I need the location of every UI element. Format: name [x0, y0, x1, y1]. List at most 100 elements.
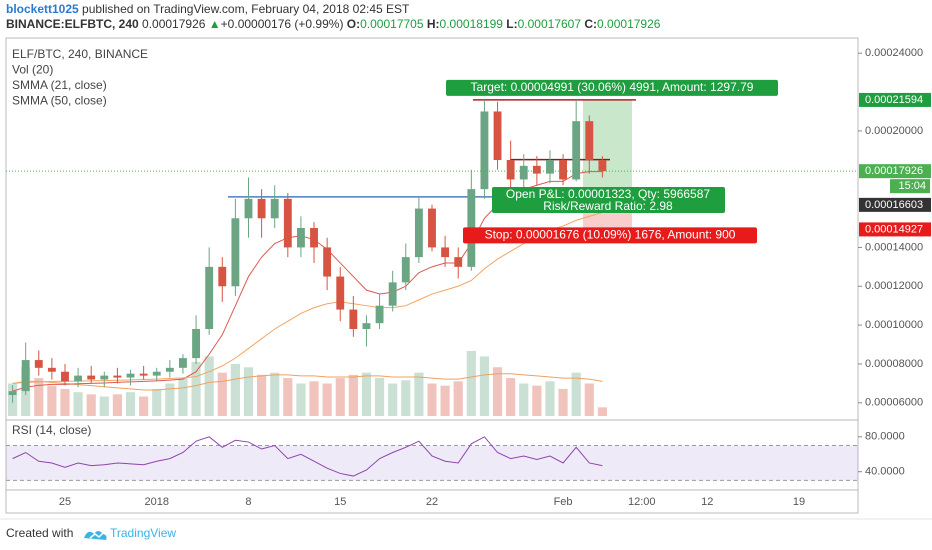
- candle-body: [506, 160, 515, 180]
- volume-bar: [453, 381, 463, 416]
- volume-bar: [361, 372, 372, 416]
- last: 0.00017926: [142, 17, 206, 31]
- candle: [218, 257, 227, 302]
- candle: [139, 365, 148, 380]
- y-tick-label: 0.00008000: [865, 358, 923, 370]
- candle-body: [388, 282, 397, 306]
- volume-bar: [348, 374, 358, 416]
- legend-entry: Vol (20): [12, 63, 53, 77]
- candle-body: [519, 165, 528, 180]
- candle-body: [349, 309, 358, 329]
- volume-bar: [401, 380, 411, 416]
- candle: [179, 354, 187, 374]
- x-tick-label: 15: [334, 496, 346, 508]
- candle-body: [270, 198, 279, 219]
- volume-bar: [283, 378, 293, 416]
- candle-body: [598, 160, 607, 172]
- x-tick-label: 12: [701, 496, 713, 508]
- candle-body: [100, 375, 109, 380]
- candle-body: [205, 266, 214, 329]
- volume-ma: [12, 373, 603, 391]
- candle-body: [493, 111, 502, 161]
- x-tick-label: 12:00: [628, 496, 656, 508]
- candle: [336, 266, 345, 322]
- volume-bar: [440, 385, 450, 416]
- candle: [546, 150, 554, 184]
- smma-line: [12, 211, 603, 384]
- candle: [100, 371, 109, 388]
- volume-bar: [584, 383, 594, 416]
- candle-body: [34, 360, 43, 368]
- candle: [375, 294, 384, 329]
- quote-line: BINANCE:ELFBTC, 240 0.00017926 ▲+0.00000…: [6, 17, 660, 32]
- candle-body: [283, 198, 292, 248]
- price-label: 0.00021594: [865, 94, 923, 106]
- candle: [532, 156, 541, 186]
- candle: [480, 99, 489, 199]
- candle: [74, 367, 83, 388]
- footer-created: Created with: [6, 526, 73, 540]
- x-tick-label: 25: [59, 496, 71, 508]
- target-label: Target: 0.00004991 (30.06%) 4991, Amount…: [471, 80, 754, 94]
- c-label: C:: [584, 17, 598, 31]
- volume-bar: [204, 356, 214, 416]
- candle: [572, 99, 581, 182]
- candle-body: [428, 208, 436, 248]
- x-tick-label: 2018: [144, 496, 168, 508]
- legend-entry: SMMA (21, close): [12, 78, 107, 92]
- o-label: O:: [346, 17, 361, 31]
- o: 0.00017705: [360, 17, 424, 31]
- c: 0.00017926: [597, 17, 661, 31]
- y-tick-label: 0.00006000: [865, 397, 923, 409]
- volume-bar: [427, 383, 437, 416]
- candle: [454, 247, 463, 279]
- volume-bar: [309, 381, 319, 416]
- candle-body: [126, 373, 135, 378]
- candle-body: [139, 373, 148, 376]
- candle: [362, 315, 371, 347]
- candle: [34, 350, 43, 376]
- candle: [231, 198, 240, 296]
- candle-body: [362, 323, 371, 329]
- volume-bar: [191, 361, 201, 416]
- candle: [585, 115, 594, 174]
- candle-body: [47, 367, 56, 372]
- volume-bar: [86, 394, 96, 416]
- frame: [5, 37, 859, 514]
- candle: [165, 360, 174, 378]
- pnl-bg: [492, 187, 725, 213]
- candle-body: [152, 371, 161, 376]
- candle-body: [113, 375, 122, 378]
- volume-bar: [47, 385, 57, 416]
- legend-entry: ELF/BTC, 240, BINANCE: [12, 47, 148, 61]
- candle: [441, 235, 450, 267]
- volume-bar: [112, 394, 123, 416]
- rsi-tick-label: 80.0000: [865, 431, 905, 443]
- candle-body: [61, 371, 69, 382]
- candle-body: [559, 160, 568, 180]
- l-label: L:: [506, 17, 518, 31]
- candle: [506, 140, 515, 190]
- volume-bar: [178, 378, 188, 416]
- stop-label-bg: [463, 227, 757, 244]
- candle: [401, 243, 410, 291]
- volume-bar: [139, 396, 149, 416]
- target-label-bg: [446, 79, 778, 96]
- symbol: BINANCE:ELFBTC, 240: [6, 17, 139, 31]
- volume-bar: [519, 383, 529, 416]
- candle-body: [414, 208, 423, 258]
- legend-entry: SMMA (50, close): [12, 94, 107, 108]
- volume-bar: [558, 388, 568, 416]
- volume-bar: [492, 367, 503, 416]
- candle: [296, 216, 305, 258]
- candle-body: [454, 257, 463, 267]
- candle-body: [323, 247, 332, 277]
- candle: [493, 101, 502, 170]
- volume-bar: [388, 383, 398, 416]
- candle-body: [21, 360, 30, 392]
- candle: [388, 270, 397, 312]
- candle-body: [257, 198, 266, 219]
- candle: [152, 367, 161, 382]
